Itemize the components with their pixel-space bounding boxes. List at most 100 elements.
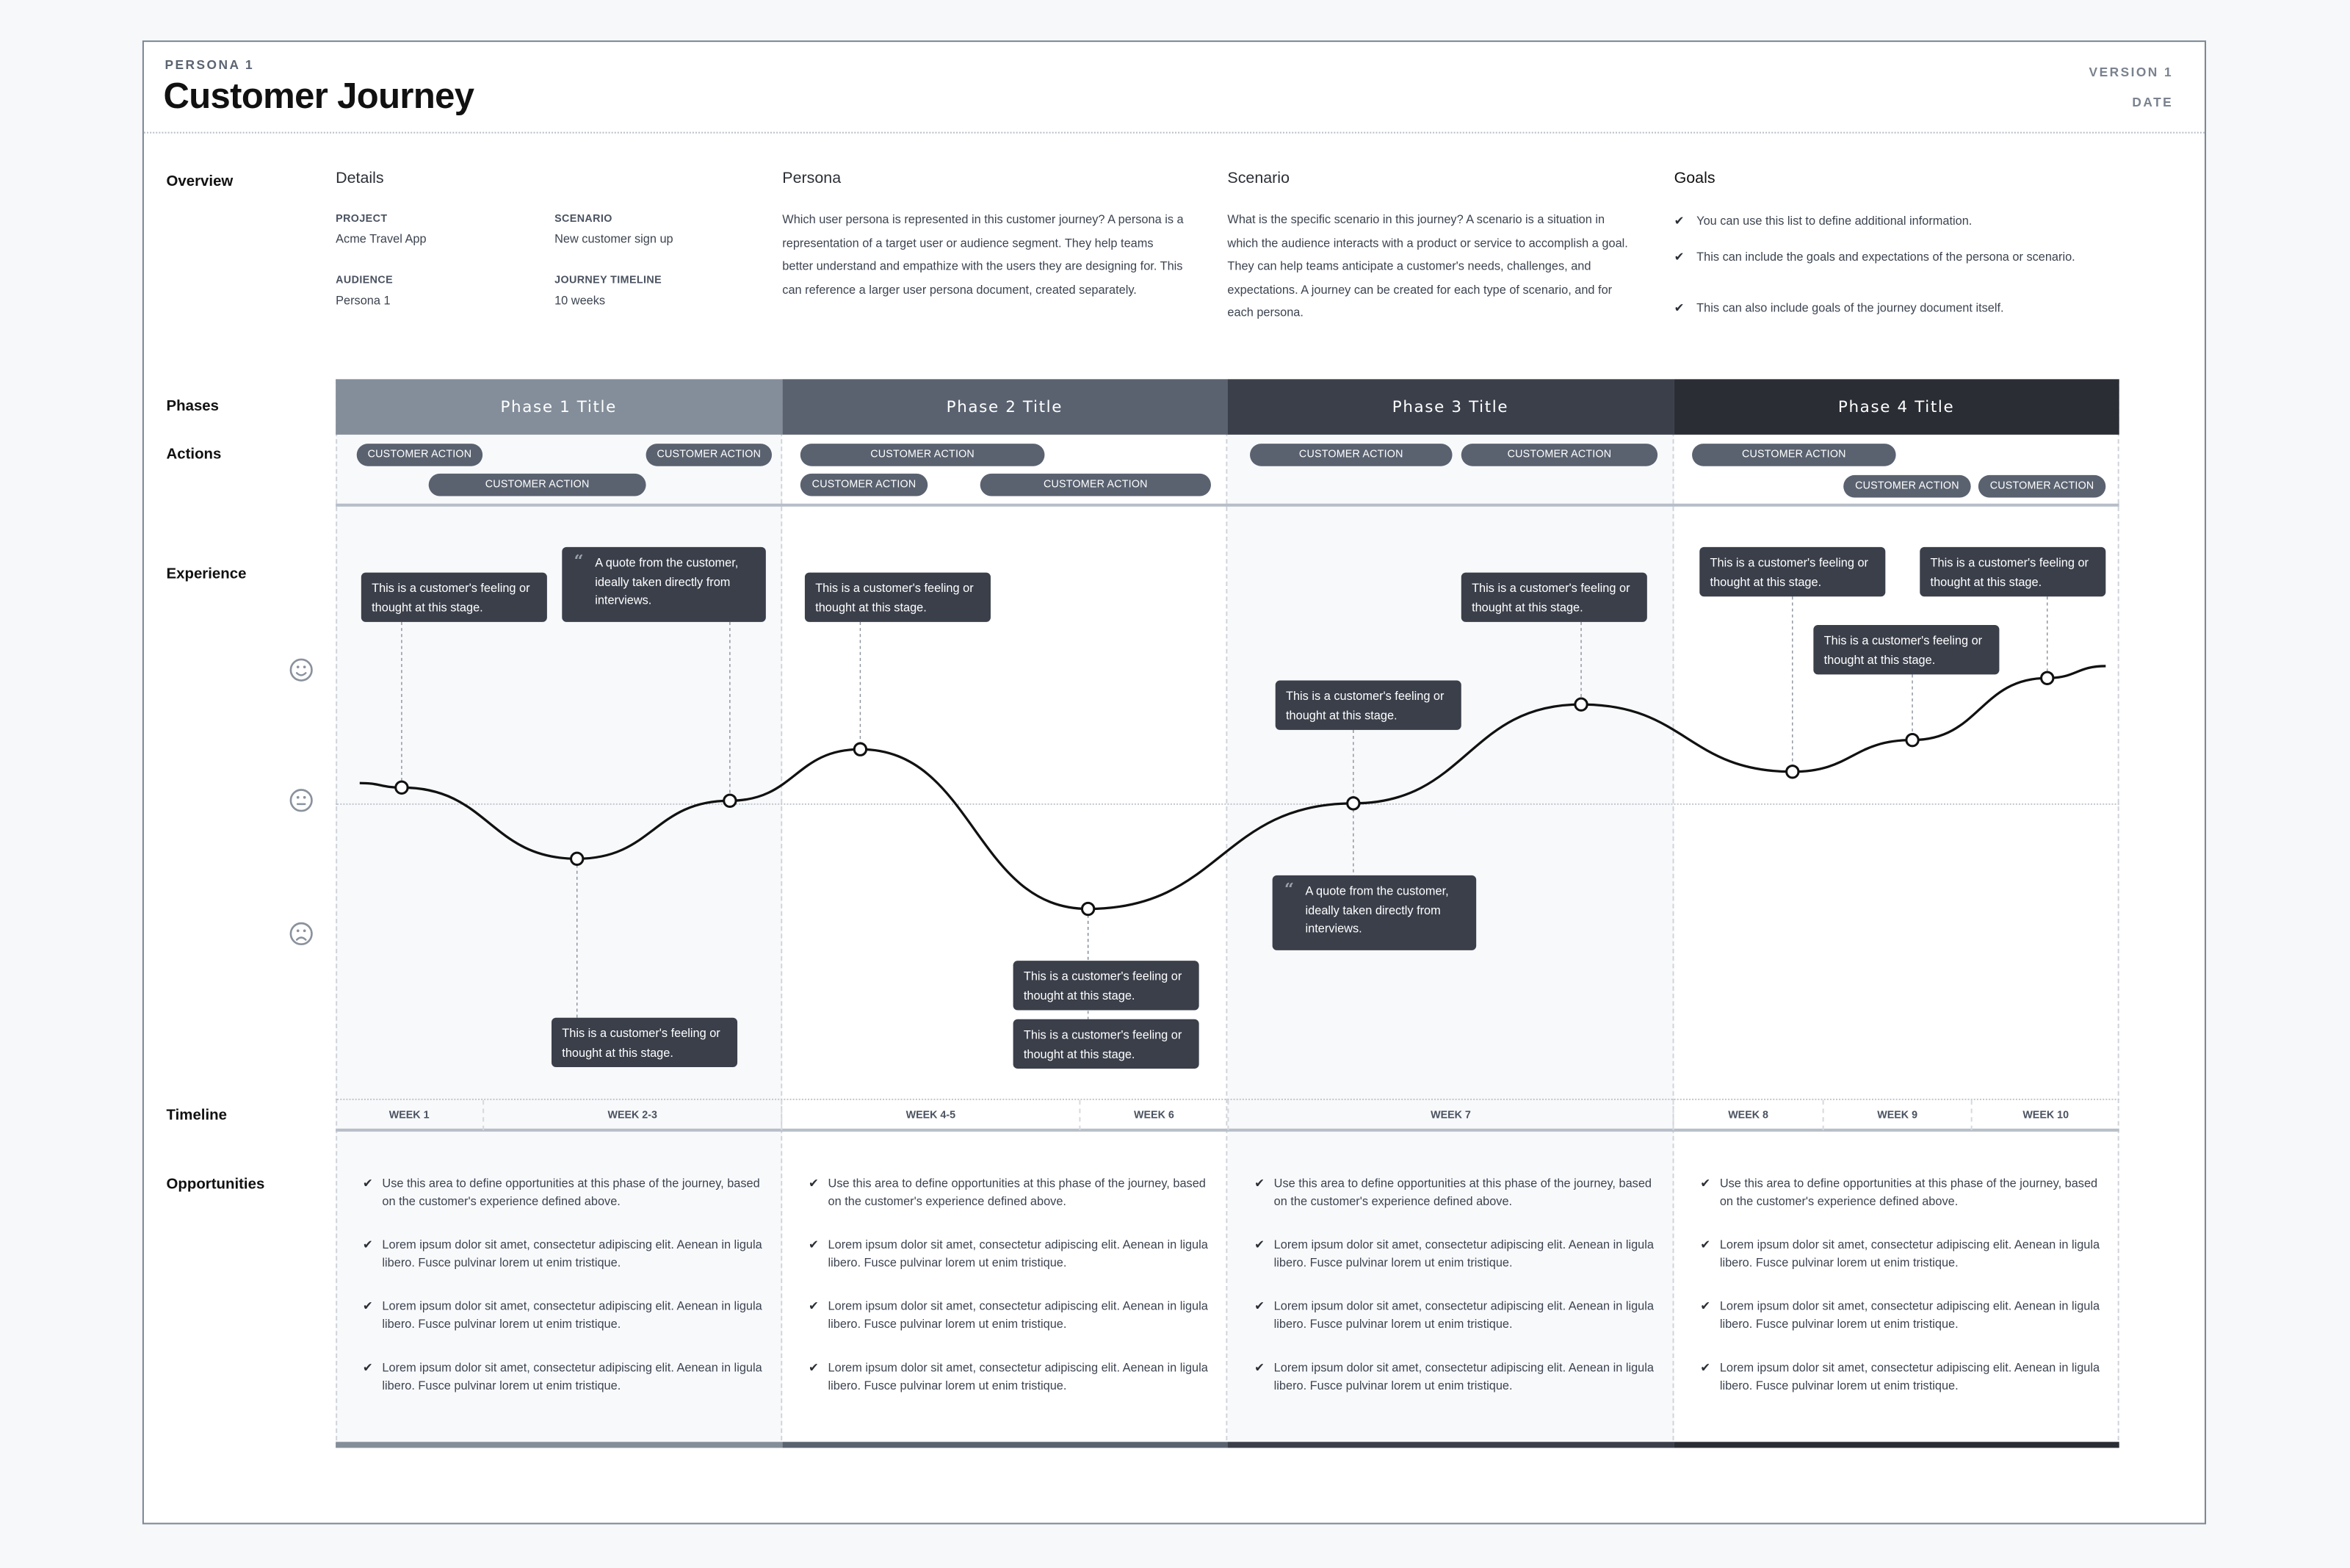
detail-label: SCENARIO: [554, 214, 612, 225]
customer-action-pill[interactable]: CUSTOMER ACTION: [1843, 474, 1971, 498]
customer-action-pill[interactable]: CUSTOMER ACTION: [1978, 474, 2106, 498]
phase-header-3[interactable]: Phase 3 Title: [1227, 379, 1674, 435]
actions-divider: [336, 503, 2119, 507]
experience-point: [1080, 901, 1096, 917]
timeline-week: WEEK 1: [388, 1110, 430, 1121]
opportunity-item: ✔ Lorem ipsum dolor sit amet, consectetur…: [1254, 1359, 1656, 1396]
callout-text: This is a customer's feeling or thought …: [562, 1026, 720, 1059]
opportunity-item: ✔ Lorem ipsum dolor sit amet, consectetur…: [363, 1359, 764, 1396]
customer-action-pill[interactable]: CUSTOMER ACTION: [800, 444, 1045, 466]
check-icon: ✔: [1674, 214, 1685, 228]
customer-action-pill[interactable]: CUSTOMER ACTION: [646, 444, 773, 466]
check-icon: ✔: [1254, 1361, 1265, 1375]
opportunity-text: Lorem ipsum dolor sit amet, consectetur …: [1273, 1361, 1654, 1393]
opportunity-item: ✔ Use this area to define opportunities a…: [363, 1175, 764, 1212]
customer-action-pill[interactable]: CUSTOMER ACTION: [428, 473, 646, 496]
opportunity-item: ✔ Lorem ipsum dolor sit amet, consectetur…: [1254, 1298, 1656, 1334]
detail-value: Acme Travel App: [336, 232, 427, 246]
customer-action-pill[interactable]: CUSTOMER ACTION: [1692, 444, 1896, 466]
opportunity-text: Lorem ipsum dolor sit amet, consectetur …: [382, 1299, 762, 1332]
experience-point: [394, 780, 409, 795]
experience-point: [570, 851, 585, 866]
experience-point: [1574, 697, 1588, 712]
opportunity-item: ✔ Lorem ipsum dolor sit amet, consectetur…: [363, 1298, 764, 1334]
check-icon: ✔: [1254, 1299, 1265, 1313]
opportunity-item: ✔ Use this area to define opportunities a…: [1700, 1175, 2102, 1212]
persona-kicker: PERSONA 1: [164, 57, 255, 72]
opportunity-text: Lorem ipsum dolor sit amet, consectetur …: [828, 1299, 1208, 1332]
check-icon: ✔: [362, 1361, 373, 1375]
customer-action-pill[interactable]: CUSTOMER ACTION: [980, 473, 1211, 496]
opportunity-text: Lorem ipsum dolor sit amet, consectetur …: [1719, 1361, 2100, 1393]
opportunity-item: ✔ Lorem ipsum dolor sit amet, consectetur…: [809, 1298, 1210, 1334]
experience-curve: [359, 665, 2106, 911]
phase-bottom-bar: [1673, 1442, 2119, 1448]
customer-action-pill[interactable]: CUSTOMER ACTION: [1250, 444, 1453, 466]
opportunity-text: Use this area to define opportunities at…: [1719, 1177, 2098, 1209]
opportunity-text: Lorem ipsum dolor sit amet, consectetur …: [382, 1238, 762, 1270]
opportunity-item: ✔ Lorem ipsum dolor sit amet, consectetur…: [1700, 1237, 2102, 1273]
phase-column: [781, 379, 1228, 1448]
check-icon: ✔: [1674, 301, 1685, 315]
customer-feeling-callout: This is a customer's feeling or thought …: [1461, 572, 1647, 622]
page-title: Customer Journey: [163, 76, 474, 118]
opportunity-item: ✔ Lorem ipsum dolor sit amet, consectetur…: [809, 1237, 1210, 1273]
check-icon: ✔: [362, 1177, 373, 1191]
opportunity-item: ✔ Use this area to define opportunities a…: [809, 1175, 1210, 1212]
timeline-week: WEEK 9: [1822, 1099, 1971, 1130]
header-divider: [143, 131, 2205, 134]
timeline-week: WEEK 4-5: [781, 1099, 1079, 1130]
check-icon: ✔: [809, 1361, 819, 1375]
detail-label: AUDIENCE: [336, 275, 394, 286]
check-icon: ✔: [809, 1238, 819, 1252]
customer-feeling-callout: This is a customer's feeling or thought …: [1013, 961, 1199, 1011]
callout-text: This is a customer's feeling or thought …: [1930, 556, 2089, 589]
persona-heading: Persona: [782, 169, 842, 188]
opportunity-text: Lorem ipsum dolor sit amet, consectetur …: [1273, 1299, 1654, 1332]
opportunity-item: ✔ Lorem ipsum dolor sit amet, consectetur…: [1700, 1359, 2102, 1396]
customer-feeling-callout: This is a customer's feeling or thought …: [1013, 1019, 1199, 1069]
opportunity-text: Lorem ipsum dolor sit amet, consectetur …: [1719, 1299, 2100, 1332]
callout-text: This is a customer's feeling or thought …: [1710, 556, 1869, 589]
row-label-opportunities: Opportunities: [166, 1177, 265, 1193]
phase-header-4[interactable]: Phase 4 Title: [1673, 379, 2119, 435]
row-label-experience: Experience: [166, 566, 247, 583]
customer-quote-callout: “ A quote from the customer, ideally take…: [1272, 875, 1477, 950]
opportunity-text: Lorem ipsum dolor sit amet, consectetur …: [1719, 1238, 2100, 1270]
customer-action-pill[interactable]: CUSTOMER ACTION: [356, 444, 483, 466]
customer-feeling-callout: This is a customer's feeling or thought …: [361, 572, 547, 622]
neutral-line: [336, 803, 2119, 805]
detail-value: Persona 1: [336, 293, 391, 308]
phase-bottom-bar: [336, 1442, 782, 1448]
check-icon: ✔: [809, 1299, 819, 1313]
experience-point: [1785, 765, 1800, 779]
check-icon: ✔: [1700, 1177, 1710, 1191]
opportunity-item: ✔ Lorem ipsum dolor sit amet, consectetur…: [1700, 1298, 2102, 1334]
opportunity-item: ✔ Lorem ipsum dolor sit amet, consectetur…: [1254, 1237, 1656, 1273]
customer-feeling-callout: This is a customer's feeling or thought …: [1275, 680, 1461, 730]
timeline-week: WEEK 8: [1672, 1099, 1823, 1130]
check-icon: ✔: [1254, 1238, 1265, 1252]
customer-feeling-callout: This is a customer's feeling or thought …: [1920, 546, 2106, 597]
phase-header-1[interactable]: Phase 1 Title: [336, 379, 782, 435]
customer-action-pill[interactable]: CUSTOMER ACTION: [1461, 444, 1658, 466]
quote-icon: “: [574, 552, 584, 571]
customer-feeling-callout: This is a customer's feeling or thought …: [552, 1017, 738, 1068]
goal-item: ✔ You can use this list to define additio…: [1674, 213, 2079, 231]
phase-bottom-bar: [781, 1442, 1228, 1448]
phase-bottom-bar: [1227, 1442, 1674, 1448]
scenario-text: What is the specific scenario in this jo…: [1227, 212, 1628, 320]
phase-header-2[interactable]: Phase 2 Title: [781, 379, 1228, 435]
version-label: VERSION 1: [2089, 64, 2174, 80]
opportunity-text: Lorem ipsum dolor sit amet, consectetur …: [828, 1361, 1208, 1393]
timeline-week: WEEK 10: [1970, 1099, 2119, 1130]
happy-face-icon: [289, 658, 314, 682]
customer-action-pill[interactable]: CUSTOMER ACTION: [800, 473, 928, 496]
callout-text: This is a customer's feeling or thought …: [1023, 969, 1182, 1002]
opportunity-text: Lorem ipsum dolor sit amet, consectetur …: [382, 1361, 762, 1393]
experience-point: [723, 793, 737, 808]
timeline-week: WEEK 7: [1227, 1099, 1672, 1130]
neutral-face-icon: [289, 788, 314, 812]
